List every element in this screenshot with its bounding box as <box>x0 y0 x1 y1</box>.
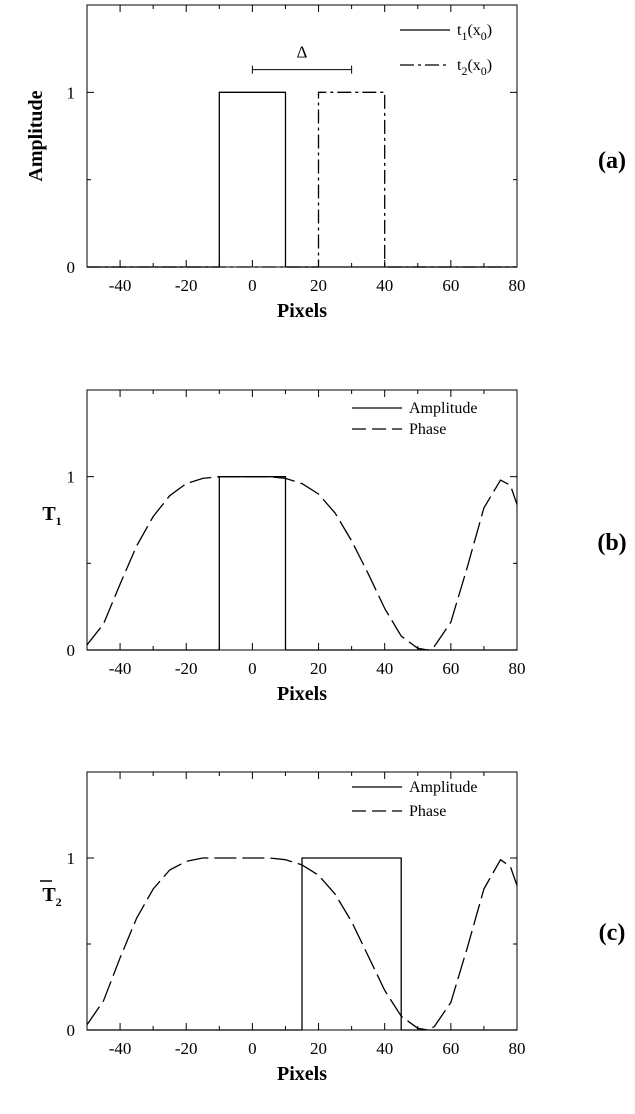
x-axis-title: Pixels <box>277 683 327 705</box>
x-tick-label: 40 <box>376 276 393 295</box>
x-tick-label: -20 <box>175 1039 198 1058</box>
series-line-1 <box>87 476 517 651</box>
legend-label-2: Phase <box>409 803 446 820</box>
series-line-2 <box>87 91 517 268</box>
x-tick-label: -20 <box>175 276 198 295</box>
y-tick-label: 1 <box>67 468 76 487</box>
series-line-1 <box>87 857 517 1031</box>
x-tick-label: -40 <box>109 1039 132 1058</box>
y-tick-label: 0 <box>67 258 76 277</box>
x-tick-label: -40 <box>109 659 132 678</box>
x-axis-title: Pixels <box>277 1063 327 1085</box>
x-tick-label: 40 <box>376 1039 393 1058</box>
series-line-2 <box>86 857 518 1031</box>
x-tick-label: 20 <box>310 1039 327 1058</box>
legend-label-2: t2(x0) <box>457 57 492 78</box>
x-tick-label: 40 <box>376 659 393 678</box>
x-tick-label: 0 <box>248 1039 257 1058</box>
x-tick-label: 20 <box>310 659 327 678</box>
y-tick-label: 1 <box>67 83 76 102</box>
y-axis-title: Amplitude <box>25 90 47 181</box>
legend-label-1: Amplitude <box>409 779 477 796</box>
y-axis-title: T1 <box>42 503 61 528</box>
panel-label: (b) <box>597 530 626 556</box>
legend-label-1: Amplitude <box>409 400 477 417</box>
y-tick-label: 0 <box>67 641 76 660</box>
series-line-1 <box>87 91 517 268</box>
y-tick-label: 1 <box>67 849 76 868</box>
x-tick-label: 80 <box>509 1039 526 1058</box>
x-tick-label: 0 <box>248 276 257 295</box>
x-tick-label: 60 <box>442 1039 459 1058</box>
x-tick-label: 20 <box>310 276 327 295</box>
legend-label-2: Phase <box>409 421 446 438</box>
x-tick-label: 80 <box>509 276 526 295</box>
y-axis-title: T2 <box>42 884 61 909</box>
x-axis-title: Pixels <box>277 300 327 322</box>
series-line-2 <box>86 476 518 651</box>
x-tick-label: -20 <box>175 659 198 678</box>
x-tick-label: -40 <box>109 276 132 295</box>
x-tick-label: 80 <box>509 659 526 678</box>
panel-label: (a) <box>598 148 626 174</box>
chart-panel-1: -40 -20 0 20 40 60 80 0 1 Pixels Amplitude (a) t1(x0… <box>25 4 626 322</box>
x-tick-label: 60 <box>442 659 459 678</box>
delta-annotation: Δ <box>297 43 308 62</box>
chart-panel-2: -40 -20 0 20 40 60 80 0 1 Pixels T1 (b) Amplitude Pha… <box>42 389 627 705</box>
panel-label: (c) <box>599 920 626 946</box>
y-tick-label: 0 <box>67 1021 76 1040</box>
x-tick-label: 60 <box>442 276 459 295</box>
x-tick-label: 0 <box>248 659 257 678</box>
chart-panel-3: -40 -20 0 20 40 60 80 0 1 Pixels T2 (c) Amplitude Pha… <box>40 771 626 1085</box>
legend-label-1: t1(x0) <box>457 22 492 43</box>
